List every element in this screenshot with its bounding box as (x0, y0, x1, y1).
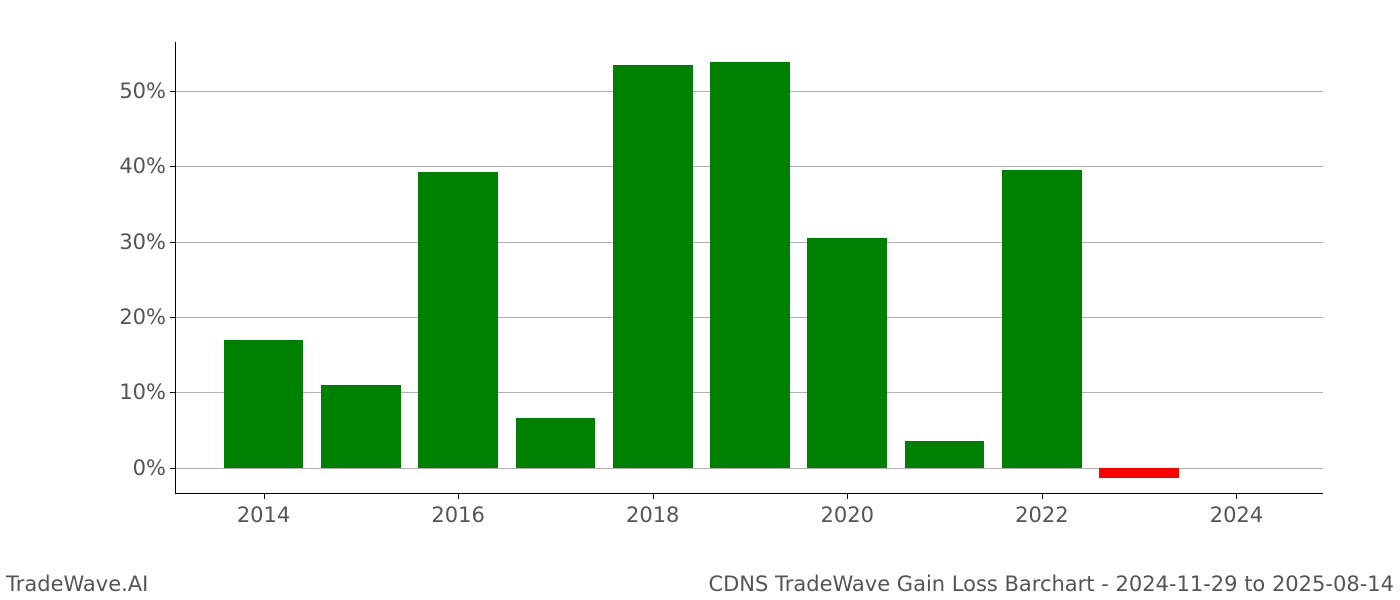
x-tick-label: 2018 (626, 493, 679, 527)
bar (321, 385, 401, 468)
footer-right-caption: CDNS TradeWave Gain Loss Barchart - 2024… (708, 572, 1394, 596)
y-tick-label: 40% (119, 154, 176, 178)
x-tick-label: 2016 (431, 493, 484, 527)
y-tick-label: 20% (119, 305, 176, 329)
bar (710, 62, 790, 467)
bar (224, 340, 304, 468)
bar (1002, 170, 1082, 468)
x-tick-label: 2022 (1015, 493, 1068, 527)
y-tick-label: 10% (119, 380, 176, 404)
footer-left-brand: TradeWave.AI (6, 572, 148, 596)
x-tick-label: 2024 (1210, 493, 1263, 527)
bar (905, 441, 985, 467)
x-tick-label: 2014 (237, 493, 290, 527)
y-tick-label: 0% (133, 456, 176, 480)
bar (418, 172, 498, 467)
figure: 0% 10% 20% 30% 40% 50% 2014 2016 2018 2020 2022 202… (0, 0, 1400, 600)
plot-area: 0%10%20%30%40%50%20142016201820202022202… (175, 42, 1323, 494)
bar (1099, 468, 1179, 479)
bar (516, 418, 596, 468)
bar (807, 238, 887, 468)
x-tick-label: 2020 (821, 493, 874, 527)
y-tick-label: 30% (119, 230, 176, 254)
bar (613, 65, 693, 468)
y-tick-label: 50% (119, 79, 176, 103)
